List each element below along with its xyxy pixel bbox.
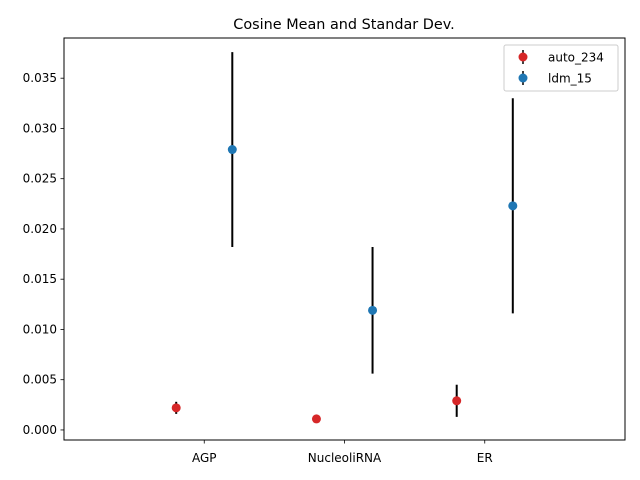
data-point <box>452 396 462 406</box>
legend-label: auto_234 <box>548 51 604 65</box>
x-tick-label: AGP <box>192 451 217 465</box>
data-point <box>508 201 518 211</box>
legend-box <box>503 44 619 92</box>
y-axis: 0.000 0.005 0.010 0.015 0.020 0.025 0.030 0.035 <box>23 71 64 437</box>
x-tick-label: ER <box>477 451 493 465</box>
y-tick-label: 0.030 <box>23 121 57 135</box>
y-tick-label: 0.010 <box>23 322 57 336</box>
legend-marker <box>518 52 528 62</box>
chart-title: Cosine Mean and Standar Dev. <box>233 17 454 33</box>
data-point <box>311 414 321 424</box>
y-tick-label: 0.020 <box>23 222 57 236</box>
plot-area <box>171 52 518 424</box>
data-point <box>368 305 378 315</box>
x-tick-label: NucleoliRNA <box>308 451 382 465</box>
legend: auto_234 ldm_15 <box>503 44 619 92</box>
legend-marker <box>518 73 528 83</box>
data-point <box>227 145 237 155</box>
y-tick-label: 0.005 <box>23 373 57 387</box>
x-axis: AGP NucleoliRNA ER <box>192 440 493 465</box>
y-tick-label: 0.035 <box>23 71 57 85</box>
y-tick-label: 0.000 <box>23 423 57 437</box>
y-tick-label: 0.025 <box>23 172 57 186</box>
data-point <box>171 403 181 413</box>
axes-frame <box>63 37 626 441</box>
y-tick-label: 0.015 <box>23 272 57 286</box>
legend-label: ldm_15 <box>548 72 592 86</box>
